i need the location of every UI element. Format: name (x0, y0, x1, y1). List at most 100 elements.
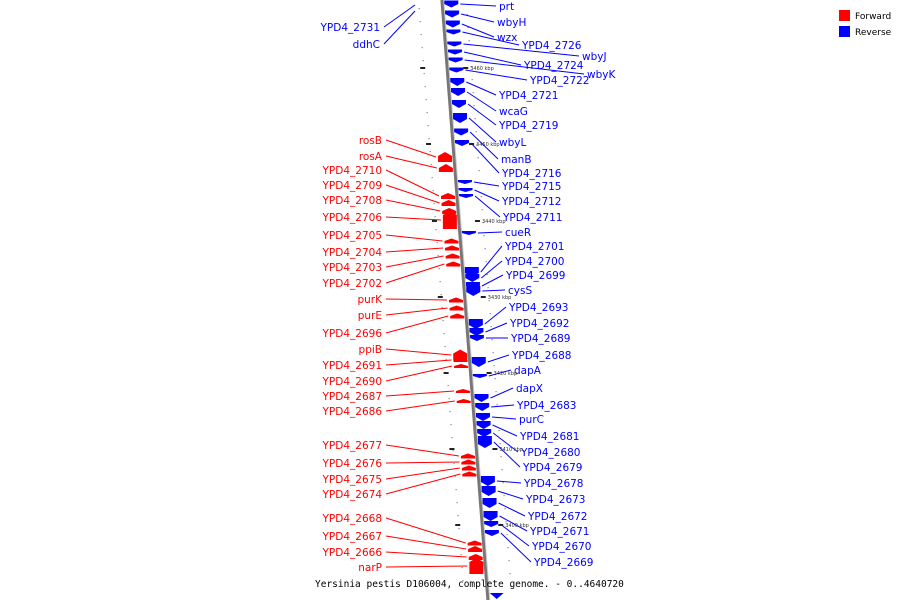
tick-mark-left (423, 73, 425, 75)
scale-tick (492, 448, 498, 450)
gene-arrow-cyss (466, 286, 481, 296)
tick-mark-left (421, 47, 423, 49)
leader-line-dapx (490, 387, 514, 399)
gene-label-ypd4-2666: YPD4_2666 (322, 547, 383, 559)
leader-line-ypd4-2705 (385, 234, 443, 242)
gene-arrow-ypd4-2703 (445, 253, 460, 259)
gene-label-prt: prt (499, 1, 514, 13)
tick-mark-left (447, 385, 449, 387)
tick-mark-left (428, 138, 430, 140)
tick-mark-right (480, 196, 482, 198)
tick-mark-right (476, 144, 478, 146)
gene-arrow-ypd4-2675 (461, 465, 476, 471)
leader-line-dapa (488, 369, 512, 377)
leader-line-ypd4-2706 (385, 216, 441, 221)
gene-arrow-ypd4-2686 (456, 399, 471, 403)
tick-mark-right (491, 339, 493, 341)
scale-tick (486, 372, 492, 374)
scale-label: 3420 kbp (494, 371, 518, 377)
leader-line-ypd4-2671 (499, 515, 528, 532)
tick-mark-right (482, 222, 484, 224)
gene-label-ypd4-2678: YPD4_2678 (523, 478, 583, 490)
tick-mark-right (506, 534, 508, 536)
gene-label-rosa: rosA (359, 151, 383, 163)
leader-line-rosa (385, 155, 437, 169)
gene-arrow-ypd4-2667 (468, 546, 483, 552)
gene-arrow-pure (449, 305, 464, 311)
tick-mark-left (457, 515, 459, 517)
leader-line-wbyj (463, 43, 580, 57)
leader-line-ypd4-2692 (485, 322, 508, 333)
scale-tick-left (426, 143, 432, 145)
gene-arrow-ypd4-2726 (446, 29, 461, 35)
gene-label-wcag: wcaG (499, 106, 528, 118)
gene-arrow-ypd4-2666 (468, 554, 483, 560)
leader-line-ypd4-2681 (492, 424, 518, 437)
leader-line-ypd4-2670 (499, 523, 530, 547)
gene-label-manb: manB (501, 154, 532, 166)
tick-mark-left (422, 60, 424, 62)
leader-line-ypd4-2731 (383, 4, 416, 28)
genome-backbone (440, 0, 491, 600)
tick-mark-right (484, 248, 486, 250)
gene-label-ypd4-2683: YPD4_2683 (516, 400, 576, 412)
tick-mark-left (454, 476, 456, 478)
legend-reverse-swatch (839, 26, 850, 37)
scale-tick-left (431, 220, 437, 222)
tick-mark-left (439, 281, 441, 283)
gene-label-ypd4-2670: YPD4_2670 (531, 541, 591, 553)
leader-line-manb (469, 131, 499, 160)
gene-label-wbyk: wbyK (587, 69, 616, 81)
backbone-line (440, 0, 490, 600)
genome-caption: Yersinia pestis D106004, complete genome… (315, 579, 624, 590)
gene-label-purk: purK (357, 294, 383, 306)
tick-mark-left (441, 307, 443, 309)
gene-label-ypd4-2726: YPD4_2726 (521, 40, 582, 52)
leader-line-rosb (385, 139, 437, 158)
gene-arrow-rosb (438, 152, 453, 162)
gene-arrow-ypd4-2674 (462, 471, 477, 477)
tick-mark-right (502, 482, 504, 484)
gene-label-ypd4-2690: YPD4_2690 (322, 376, 382, 388)
legend-reverse-label: Reverse (855, 28, 892, 38)
scale-tick-left (455, 524, 461, 526)
gene-label-ypd4-2672: YPD4_2672 (527, 511, 587, 523)
gene-arrow-ypd4-2719 (451, 100, 466, 108)
leader-line-purk (385, 298, 448, 301)
tick-mark-right (509, 573, 511, 575)
gene-label-ypd4-2712: YPD4_2712 (501, 196, 561, 208)
gene-arrow-prt (444, 0, 459, 8)
gene-label-ypd4-2721: YPD4_2721 (498, 90, 558, 102)
gene-arrow-wzx (445, 20, 460, 28)
gene-arrow-ypd4-2669 (484, 530, 499, 536)
gene-label-wbyl: wbyL (499, 137, 526, 149)
tick-mark-left (431, 177, 433, 179)
tick-mark-left (453, 463, 455, 465)
tick-mark-right (485, 261, 487, 263)
scale-tick-left (437, 296, 443, 298)
tick-marks (418, 8, 512, 588)
gene-arrow-ypd4-2687 (455, 389, 470, 393)
scale-label: 3400 kbp (505, 523, 529, 529)
tick-mark-left (430, 164, 432, 166)
scale-label: 3430 kbp (488, 295, 512, 301)
tick-mark-right (467, 27, 469, 29)
gene-label-ypd4-2687: YPD4_2687 (322, 391, 382, 403)
tick-mark-left (425, 99, 427, 101)
gene-arrow-ypd4-2702 (446, 261, 461, 267)
gene-label-rosb: rosB (359, 135, 382, 147)
gene-arrow-wcag (451, 88, 466, 96)
leader-line-ypd4-2673 (497, 490, 524, 500)
leader-line-ypd4-2721 (466, 81, 497, 96)
scale-label: 3450 kbp (476, 142, 500, 148)
gene-arrow-ypd4-2690 (454, 364, 469, 368)
gene-label-ypd4-2680: YPD4_2680 (520, 447, 580, 459)
gene-arrow-ypd4-2683 (475, 403, 490, 411)
gene-arrow-ypd4-2672 (482, 498, 497, 508)
tick-mark-right (503, 495, 505, 497)
leader-line-ppib (385, 348, 452, 356)
gene-label-pure: purE (358, 310, 382, 322)
leader-line-wzx (461, 23, 495, 38)
tick-mark-left (432, 190, 434, 192)
